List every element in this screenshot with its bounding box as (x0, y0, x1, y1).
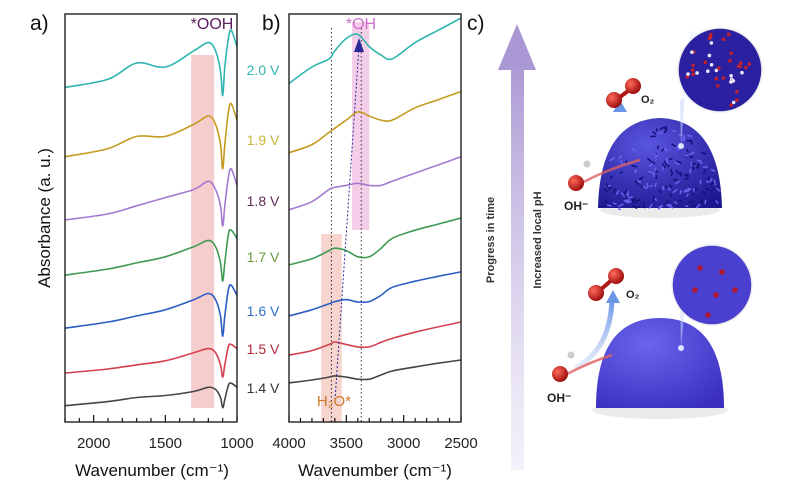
x-tick-label: 1000 (220, 435, 253, 452)
voltage-label: 1.7 V (247, 249, 280, 265)
series-line-16V (64, 284, 238, 338)
progress-in-time-label: Progress in time (485, 197, 497, 283)
o2-label-bottom: O₂ (626, 289, 640, 301)
series-line-17V (288, 217, 462, 266)
series-line-18V (64, 167, 238, 228)
series-line-20V (64, 29, 238, 97)
panel-a-chart: 2000 1500 1000 *OOH Absorbance (a. u.) Wav… (35, 13, 280, 480)
x-tick-label: 2500 (444, 435, 477, 452)
oh-highlight-band (352, 22, 370, 230)
panel-b-chart: 4000 3500 3000 2500 *OH H₂O* Wavenumber (cm… (272, 13, 478, 480)
voltage-label: 1.8 V (247, 193, 280, 209)
panel-c-label: c) (467, 12, 485, 35)
x-tick-label: 1500 (149, 435, 182, 452)
panel-b-label: b) (262, 12, 281, 35)
hydroxide-molecule-icon (568, 160, 591, 191)
x-tick-label: 3000 (387, 435, 420, 452)
o2-molecule-icon (588, 268, 624, 301)
series-line-17V (64, 229, 238, 283)
plot-frame-b (288, 13, 462, 423)
top-state: O₂ OH⁻ (564, 27, 763, 218)
series-line-16V (288, 271, 462, 317)
panel-a-label: a) (30, 12, 49, 35)
x-axis-label-a: Wavenumber (cm⁻¹) (75, 461, 229, 480)
progress-arrow-head-icon (498, 24, 536, 70)
voltage-label: 1.5 V (247, 341, 280, 357)
x-tick-label: 4000 (272, 435, 305, 452)
smooth-catalyst-dome (596, 318, 724, 408)
oh-label-bottom: OH⁻ (547, 391, 571, 405)
series-line-19V (64, 102, 238, 170)
voltage-label: 1.6 V (247, 303, 280, 319)
shift-arrow-head-icon (354, 38, 364, 52)
voltage-label: 1.4 V (247, 380, 280, 396)
ooh-highlight-band (191, 55, 215, 408)
o2-molecule-icon (606, 78, 641, 108)
voltage-label: 1.9 V (247, 132, 280, 148)
progress-arrow-shaft (511, 60, 524, 470)
series-line-15V (288, 321, 462, 356)
oh-annotation: *OH (346, 16, 376, 33)
porous-zoom-circle (677, 27, 763, 113)
ooh-annotation: *OOH (191, 16, 234, 33)
series-line-14V (64, 382, 238, 409)
series-line-15V (64, 343, 238, 378)
hydroxide-molecule-icon (552, 351, 575, 382)
oh-label-top: OH⁻ (564, 199, 588, 213)
increased-ph-label: Increased local pH (532, 191, 544, 288)
h2o-annotation: H₂O* (317, 393, 351, 410)
x-tick-label: 2000 (77, 435, 110, 452)
series-line-20V (288, 17, 462, 85)
series-line-18V (288, 156, 462, 211)
series-line-14V (288, 359, 462, 384)
o2-label-top: O₂ (641, 94, 655, 106)
o2-release-arrow-bottom (573, 299, 615, 371)
shift-arrow-line (334, 45, 360, 401)
x-tick-label: 3500 (330, 435, 363, 452)
smooth-zoom-circle (671, 244, 753, 326)
series-line-19V (288, 90, 462, 154)
bottom-state: O₂ OH⁻ (547, 244, 753, 419)
y-axis-label: Absorbance (a. u.) (35, 148, 54, 288)
panel-c-illustration: Progress in time Increased local pH O₂ (485, 24, 763, 470)
voltage-label: 2.0 V (247, 62, 280, 78)
x-axis-label-b: Wavenumber (cm⁻¹) (298, 461, 452, 480)
